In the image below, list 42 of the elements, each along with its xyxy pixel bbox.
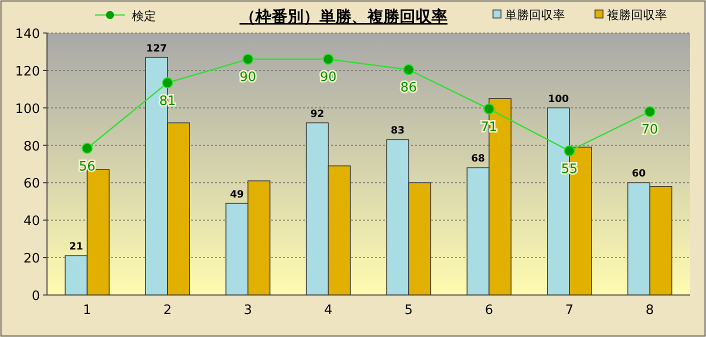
data-label: 49 bbox=[230, 189, 244, 200]
point bbox=[322, 54, 334, 65]
y-tick-label: 60 bbox=[23, 176, 40, 192]
point bbox=[242, 54, 254, 65]
y-tick-label: 40 bbox=[23, 214, 40, 230]
data-label: 21 bbox=[69, 242, 84, 253]
legend-label: 検定 bbox=[132, 9, 156, 23]
x-tick-label: 6 bbox=[484, 303, 494, 318]
data-label: 68 bbox=[471, 154, 486, 165]
point bbox=[564, 145, 575, 156]
data-label: 83 bbox=[390, 126, 405, 137]
data-label: 70 bbox=[642, 122, 658, 138]
data-label: 92 bbox=[310, 108, 324, 120]
point bbox=[644, 106, 656, 118]
y-tick-label: 100 bbox=[15, 102, 40, 117]
data-label: 86 bbox=[400, 80, 417, 96]
y-tick-label: 0 bbox=[32, 289, 40, 304]
x-tick-label: 7 bbox=[565, 303, 574, 318]
data-label: 127 bbox=[146, 43, 168, 54]
chart-title: （枠番別）単勝、複勝回収率 bbox=[240, 7, 448, 26]
data-label: 90 bbox=[240, 70, 256, 86]
data-label: 90 bbox=[320, 70, 337, 86]
data-label: 60 bbox=[632, 168, 646, 180]
x-tick-label: 2 bbox=[163, 303, 172, 318]
x-tick-label: 3 bbox=[244, 303, 252, 318]
y-tick-label: 80 bbox=[23, 139, 40, 154]
point bbox=[162, 77, 174, 88]
point bbox=[403, 64, 414, 76]
y-tick-label: 20 bbox=[23, 252, 40, 267]
x-tick-label: 5 bbox=[404, 303, 413, 318]
legend-label: 複勝回収率 bbox=[607, 8, 667, 22]
y-tick-label: 120 bbox=[15, 64, 40, 80]
data-label: 56 bbox=[78, 159, 96, 174]
data-label: 55 bbox=[561, 162, 578, 177]
x-tick-label: 1 bbox=[83, 303, 92, 318]
point bbox=[82, 142, 93, 154]
x-tick-label: 4 bbox=[324, 303, 332, 318]
y-tick-label: 140 bbox=[15, 27, 40, 42]
x-tick-label: 8 bbox=[646, 303, 654, 318]
data-label: 100 bbox=[548, 94, 569, 105]
point bbox=[484, 103, 495, 114]
legend-label: 単勝回収率 bbox=[505, 8, 565, 22]
